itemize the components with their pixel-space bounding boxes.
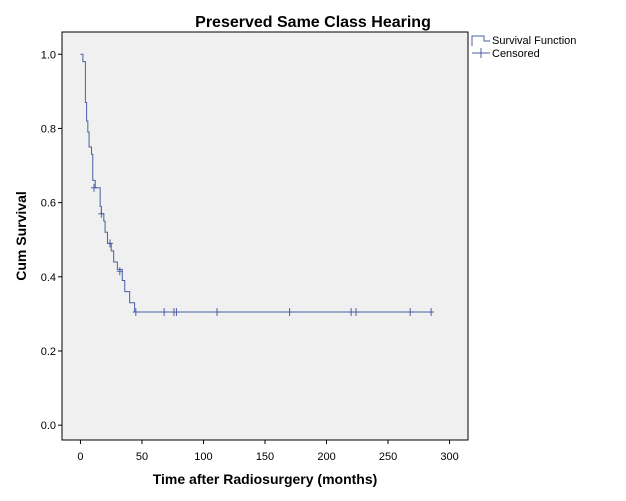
plot-area <box>61 31 469 441</box>
chart-title: Preserved Same Class Hearing <box>195 14 431 31</box>
x-tick-label: 0 <box>77 451 83 463</box>
censored-mark <box>173 308 180 317</box>
x-axis: 0 50 100 150 200 250 300 <box>77 440 459 463</box>
legend-item-censored: Censored <box>472 48 540 60</box>
censored-mark <box>428 308 435 317</box>
legend-censored-label: Censored <box>492 48 540 60</box>
censored-mark <box>214 308 221 317</box>
censored-mark <box>407 308 414 317</box>
x-tick-label: 300 <box>440 451 458 463</box>
y-tick-label: 0.6 <box>41 198 56 210</box>
x-tick-label: 50 <box>136 451 148 463</box>
y-tick-label: 1.0 <box>41 49 56 61</box>
legend-survival-label: Survival Function <box>492 35 576 47</box>
series-layer <box>80 53 435 317</box>
censored-mark <box>116 267 123 276</box>
x-tick-label: 250 <box>379 451 397 463</box>
y-tick-label: 0.4 <box>41 272 56 284</box>
censored-mark <box>98 209 105 218</box>
censored-mark <box>161 308 168 317</box>
x-tick-label: 150 <box>256 451 274 463</box>
y-axis-label: Cum Survival <box>13 191 29 280</box>
y-tick-label: 0.8 <box>41 123 56 135</box>
censored-mark <box>286 308 293 317</box>
legend: Survival Function Censored <box>471 35 576 60</box>
legend-survival-swatch <box>471 35 490 46</box>
x-tick-label: 100 <box>194 451 212 463</box>
x-tick-label: 200 <box>317 451 335 463</box>
censored-mark <box>106 239 113 248</box>
y-axis: 0.0 0.2 0.4 0.6 0.8 1.0 <box>41 49 62 432</box>
y-tick-label: 0.0 <box>41 420 56 432</box>
x-axis-label: Time after Radiosurgery (months) <box>153 471 378 487</box>
censored-mark <box>353 308 360 317</box>
legend-item-survival: Survival Function <box>471 35 576 47</box>
y-tick-label: 0.2 <box>41 346 56 358</box>
censored-mark <box>132 308 139 317</box>
censored-mark <box>90 183 97 192</box>
